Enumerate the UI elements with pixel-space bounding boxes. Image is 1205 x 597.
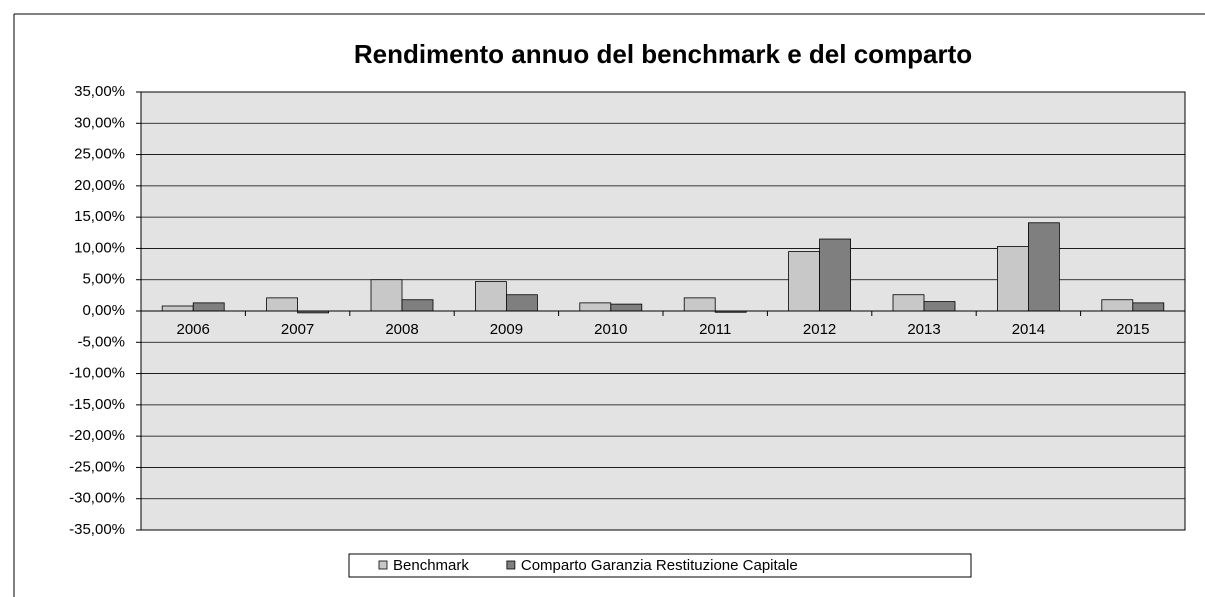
y-tick-label: 10,00% [74,239,125,256]
bar [683,297,716,312]
x-tick-label: 2010 [594,321,627,338]
bar [192,302,225,312]
x-tick-label: 2008 [385,321,418,338]
x-tick-label: 2012 [803,321,836,338]
bar [610,303,643,312]
y-tick-label: -25,00% [69,458,125,475]
bar [474,281,507,312]
chart-title: Rendimento annuo del benchmark e del com… [354,39,972,69]
x-tick-label: 2006 [177,321,210,338]
bar [161,305,194,312]
y-tick-label: 30,00% [74,114,125,131]
y-tick-label: -20,00% [69,427,125,444]
y-tick-label: 35,00% [74,83,125,100]
bar [819,238,851,312]
y-tick-label: -35,00% [69,521,125,538]
bar [923,301,956,312]
bar [892,294,925,312]
bar [1132,302,1165,312]
bar [1028,222,1060,312]
y-tick-label: -15,00% [69,396,125,413]
y-tick-label: 0,00% [82,302,125,319]
bar [401,299,434,312]
bar [1101,299,1134,312]
y-tick-label: 15,00% [74,208,125,225]
y-tick-label: 20,00% [74,177,125,194]
x-tick-label: 2013 [907,321,940,338]
y-tick-label: 25,00% [74,146,125,163]
y-tick-label: -30,00% [69,490,125,507]
x-tick-label: 2009 [490,321,523,338]
bar [266,297,299,312]
x-tick-label: 2014 [1012,321,1045,338]
legend-label: Comparto Garanzia Restituzione Capitale [521,557,798,574]
y-tick-label: -10,00% [69,365,125,382]
y-tick-label: 5,00% [82,271,125,288]
bar [788,251,820,312]
bar [370,279,403,312]
bar [505,294,538,312]
bar [579,302,612,312]
x-tick-label: 2015 [1116,321,1149,338]
legend-marker [378,560,388,570]
x-tick-label: 2011 [699,321,731,338]
legend-marker [506,560,516,570]
x-tick-label: 2007 [281,321,314,338]
legend-label: Benchmark [393,557,469,574]
bar [997,246,1029,312]
y-tick-label: -5,00% [77,333,125,350]
legend-box [348,553,972,578]
